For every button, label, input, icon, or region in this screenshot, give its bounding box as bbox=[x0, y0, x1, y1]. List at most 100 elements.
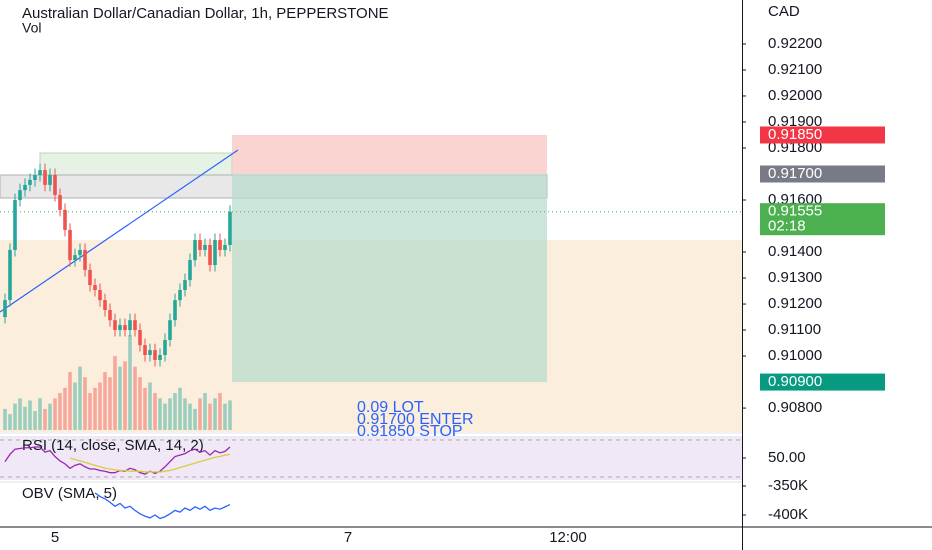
candle-body bbox=[108, 310, 112, 321]
candle-body bbox=[203, 244, 207, 250]
volume-bar bbox=[218, 393, 222, 430]
candle-body bbox=[38, 170, 42, 176]
stop-zone bbox=[232, 134, 547, 174]
y-tick-label: 0.92100 bbox=[768, 61, 822, 78]
price-tag-label: 0.90900 bbox=[768, 373, 822, 390]
series-line bbox=[4, 446, 231, 475]
volume-bar bbox=[138, 377, 142, 430]
candle-body bbox=[218, 240, 222, 250]
volume-bar bbox=[163, 403, 167, 430]
candle-body bbox=[78, 249, 82, 256]
candle-body bbox=[63, 209, 67, 230]
candle-body bbox=[48, 175, 52, 185]
rsi-band bbox=[0, 436, 742, 480]
candle-body bbox=[13, 200, 17, 250]
candle-body bbox=[223, 244, 227, 250]
volume-bar bbox=[93, 387, 97, 430]
main-pane bbox=[0, 149, 239, 430]
candle-body bbox=[138, 330, 142, 346]
price-tag bbox=[760, 203, 885, 236]
volume-bar bbox=[183, 398, 187, 430]
volume-bar bbox=[43, 408, 47, 430]
volume-bar bbox=[33, 411, 37, 430]
volume-bar bbox=[113, 356, 117, 430]
volume-bar bbox=[128, 335, 132, 430]
volume-bar bbox=[23, 406, 27, 430]
trendline bbox=[0, 149, 239, 313]
candle-body bbox=[83, 249, 87, 270]
y-tick-label: 0.91000 bbox=[768, 347, 822, 364]
price-tag-label: 0.91555 bbox=[768, 203, 822, 220]
x-tick-label: 12:00 bbox=[549, 529, 587, 546]
volume-bar bbox=[108, 377, 112, 430]
candle-body bbox=[43, 170, 47, 185]
volume-bar bbox=[53, 398, 57, 430]
volume-bar bbox=[153, 393, 157, 430]
volume-bar bbox=[58, 393, 62, 430]
candle-body bbox=[213, 240, 217, 266]
price-tag bbox=[760, 373, 885, 391]
candle-body bbox=[73, 255, 77, 261]
candle-body bbox=[173, 300, 177, 321]
candle-body bbox=[58, 195, 62, 210]
volume-bar bbox=[118, 366, 122, 430]
candle-body bbox=[143, 345, 147, 356]
y-tick-label: -350K bbox=[768, 477, 808, 494]
candle-body bbox=[153, 350, 157, 360]
volume-bar bbox=[133, 366, 137, 430]
volume-bar bbox=[123, 361, 127, 430]
volume-bar bbox=[103, 371, 107, 430]
volume-bar bbox=[8, 414, 12, 430]
candle-body bbox=[208, 244, 212, 266]
target-zone bbox=[232, 173, 547, 383]
x-tick-label: 5 bbox=[51, 529, 59, 546]
candle-body bbox=[148, 350, 152, 356]
volume-bar bbox=[143, 387, 147, 430]
volume-bar bbox=[28, 400, 32, 430]
volume-bar bbox=[213, 398, 217, 430]
countdown: 02:18 bbox=[768, 218, 806, 235]
candle-body bbox=[8, 249, 12, 301]
candle-body bbox=[28, 179, 32, 185]
price-tag bbox=[760, 126, 885, 144]
y-tick-label: 0.91900 bbox=[768, 113, 822, 130]
price-tag-label: 0.91850 bbox=[768, 126, 822, 143]
candle-body bbox=[88, 269, 92, 286]
candle-body bbox=[228, 211, 232, 245]
candle-body bbox=[188, 260, 192, 281]
volume-bar bbox=[188, 403, 192, 430]
candle-body bbox=[168, 320, 172, 340]
volume-bar bbox=[63, 387, 67, 430]
volume-label: Vol bbox=[22, 20, 41, 36]
candle-body bbox=[33, 175, 37, 180]
candle-body bbox=[23, 184, 27, 191]
annotation: 0.91700 ENTER bbox=[357, 411, 474, 428]
annotation: 0.09 LOT bbox=[357, 399, 424, 416]
y-tick-label: 0.91400 bbox=[768, 243, 822, 260]
candle-body bbox=[178, 289, 182, 301]
volume-bar bbox=[148, 382, 152, 430]
volume-bar bbox=[198, 398, 202, 430]
candle-body bbox=[123, 325, 127, 331]
volume-bar bbox=[168, 398, 172, 430]
candle-body bbox=[3, 300, 7, 318]
volume-bar bbox=[228, 400, 232, 430]
candle-body bbox=[183, 280, 187, 290]
candle-body bbox=[98, 289, 102, 301]
volume-bar bbox=[178, 387, 182, 430]
chart-title: Australian Dollar/Canadian Dollar, 1h, P… bbox=[22, 5, 389, 22]
position-layer bbox=[0, 134, 742, 383]
y-tick-label: 0.91300 bbox=[768, 269, 822, 286]
series-line bbox=[94, 492, 231, 520]
volume-bar bbox=[18, 398, 22, 430]
candle-body bbox=[93, 285, 97, 290]
obv-title: OBV (SMA, 5) bbox=[22, 485, 117, 502]
volume-bar bbox=[98, 382, 102, 430]
y-tick-label: 0.91200 bbox=[768, 295, 822, 312]
volume-bar bbox=[3, 408, 7, 430]
axis-unit: CAD bbox=[768, 3, 800, 20]
volume-bar bbox=[83, 377, 87, 430]
series-line bbox=[69, 453, 231, 473]
y-tick-label: 50.00 bbox=[768, 449, 806, 466]
candle-body bbox=[53, 175, 57, 196]
